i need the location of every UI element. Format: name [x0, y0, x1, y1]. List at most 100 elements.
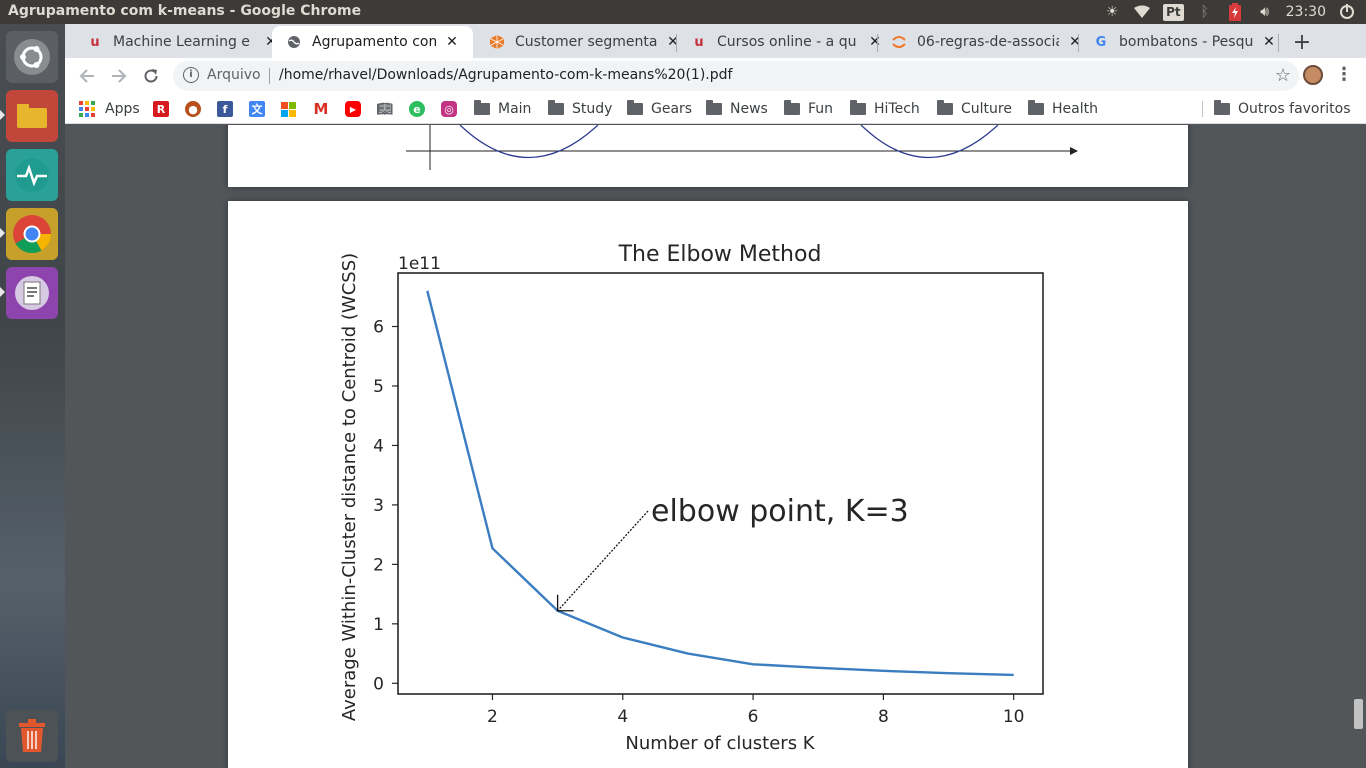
- y-tick-label: 6: [373, 318, 384, 338]
- pulse-icon: [15, 158, 49, 192]
- y-tick-label: 3: [373, 496, 384, 516]
- bookmark-label: Main: [498, 101, 532, 117]
- running-indicator: [0, 287, 5, 297]
- tab-machine-learning[interactable]: u Machine Learning e ✕: [73, 26, 279, 58]
- x-tick-label: 4: [617, 707, 628, 727]
- trash-icon: [19, 719, 45, 752]
- tab-agrupamento[interactable]: Agrupamento com k ✕: [272, 26, 473, 58]
- forward-button[interactable]: [107, 64, 131, 88]
- bookmark-reader[interactable]: 📖︎: [377, 100, 401, 118]
- info-icon[interactable]: i: [183, 67, 199, 83]
- jupyter-icon: [891, 34, 907, 50]
- bookmark-folder-news[interactable]: News: [706, 100, 768, 118]
- url-text[interactable]: /home/rhavel/Downloads/Agrupamento-com-k…: [279, 67, 733, 83]
- reload-button[interactable]: [139, 64, 163, 88]
- running-indicator: [0, 110, 5, 120]
- bookmark-star-icon[interactable]: ☆: [1274, 65, 1291, 86]
- facebook-icon: f: [217, 101, 233, 117]
- close-icon[interactable]: ✕: [265, 34, 277, 50]
- tab-customer-segmentation[interactable]: Customer segmenta ✕: [475, 26, 681, 58]
- bookmark-label: Study: [572, 101, 613, 117]
- close-icon[interactable]: ✕: [1069, 34, 1081, 50]
- chart-title: The Elbow Method: [618, 242, 822, 267]
- bookmark-label: Apps: [105, 101, 140, 117]
- chrome-app-button[interactable]: [6, 208, 58, 260]
- chart-axes: 2 4 6 8 10 0 1 2 3 4 5 6: [373, 272, 1044, 727]
- folder-icon: [17, 104, 47, 128]
- bookmark-instagram[interactable]: ◎: [441, 100, 465, 118]
- bookmark-apps[interactable]: Apps: [79, 100, 140, 118]
- bookmark-folder-culture[interactable]: Culture: [937, 100, 1012, 118]
- bookmark-orange-shortcut[interactable]: ●: [185, 100, 209, 118]
- power-settings-icon[interactable]: [1338, 3, 1356, 21]
- reload-icon: [144, 69, 158, 83]
- clock[interactable]: 23:30: [1285, 4, 1326, 20]
- y-tick-label: 4: [373, 436, 384, 456]
- wifi-icon[interactable]: [1133, 3, 1151, 21]
- bookmark-gmail[interactable]: M: [313, 100, 337, 118]
- pdf-viewer[interactable]: The Elbow Method 1e11 Average Within-Clu…: [65, 125, 1366, 768]
- close-icon[interactable]: ✕: [869, 34, 881, 50]
- battery-icon[interactable]: [1226, 3, 1244, 21]
- bookmark-facebook[interactable]: f: [217, 100, 241, 118]
- arrow-right-icon: [112, 69, 127, 83]
- running-indicator: [0, 228, 5, 238]
- menu-kebab-icon[interactable]: ⋮: [1335, 64, 1353, 85]
- folder-icon: [706, 100, 722, 115]
- trash-button[interactable]: [6, 710, 58, 762]
- system-monitor-button[interactable]: [6, 149, 58, 201]
- bookmark-translate[interactable]: 文: [249, 100, 273, 118]
- bookmark-evernote[interactable]: e: [409, 100, 433, 118]
- pdf-page-current: The Elbow Method 1e11 Average Within-Clu…: [228, 201, 1188, 768]
- bookmark-microsoft[interactable]: [281, 100, 304, 118]
- folder-icon: [474, 100, 490, 115]
- bookmark-youtube[interactable]: ▶: [345, 100, 369, 118]
- bookmark-folder-health[interactable]: Health: [1028, 100, 1098, 118]
- bookmark-folder-fun[interactable]: Fun: [784, 100, 833, 118]
- folder-icon: [548, 100, 564, 115]
- tab-regras-associacao[interactable]: 06-regras-de-associa ✕: [877, 26, 1083, 58]
- bluetooth-icon[interactable]: ᛒ: [1200, 4, 1209, 20]
- pdf-page-previous: [228, 125, 1188, 187]
- bookmarks-bar: Apps R ● f 文 M ▶ 📖︎ e ◎ Main Study Gears…: [65, 94, 1366, 124]
- bookmark-other-favorites[interactable]: Outros favoritos: [1214, 100, 1351, 118]
- bookmark-label: Culture: [961, 101, 1012, 117]
- keyboard-language-indicator[interactable]: Pt: [1163, 3, 1184, 21]
- tab-label: Machine Learning e: [113, 34, 250, 50]
- profile-avatar[interactable]: [1303, 65, 1323, 85]
- folder-icon: [1028, 100, 1044, 115]
- tab-label: Customer segmenta: [515, 34, 657, 50]
- files-app-button[interactable]: [6, 90, 58, 142]
- chart-series: [426, 290, 1014, 677]
- new-tab-button[interactable]: +: [1292, 29, 1312, 55]
- bookmark-r-shortcut[interactable]: R: [153, 100, 177, 118]
- dash-home-button[interactable]: [6, 31, 58, 83]
- brightness-icon[interactable]: ☀: [1105, 4, 1119, 20]
- translate-icon: 文: [249, 101, 265, 117]
- address-bar[interactable]: i Arquivo /home/rhavel/Downloads/Agrupam…: [173, 61, 1299, 91]
- bookmark-folder-hitech[interactable]: HiTech: [850, 100, 920, 118]
- bookmark-label: Fun: [808, 101, 834, 117]
- tab-cursos-online[interactable]: u Cursos online - a qu ✕: [677, 26, 883, 58]
- bookmark-folder-study[interactable]: Study: [548, 100, 612, 118]
- volume-icon[interactable]: 🔊︎: [1260, 4, 1270, 20]
- omnibox-separator: [269, 68, 270, 84]
- elbow-chart: The Elbow Method 1e11 Average Within-Clu…: [339, 242, 1044, 754]
- bookmark-folder-main[interactable]: Main: [474, 100, 531, 118]
- bookmarks-separator: [1202, 101, 1203, 117]
- folder-icon: [1214, 100, 1230, 115]
- bookmark-label: Outros favoritos: [1238, 101, 1351, 117]
- close-icon[interactable]: ✕: [667, 34, 679, 50]
- back-button[interactable]: [75, 64, 99, 88]
- bookmark-label: Gears: [651, 101, 693, 117]
- scrollbar-thumb[interactable]: [1354, 699, 1363, 729]
- tab-strip: u Machine Learning e ✕ Agrupamento com k…: [65, 24, 1366, 58]
- document-viewer-button[interactable]: [6, 267, 58, 319]
- bookmark-label: Health: [1052, 101, 1098, 117]
- close-icon[interactable]: ✕: [446, 34, 458, 50]
- tab-bombatons[interactable]: G bombatons - Pesqui ✕: [1079, 26, 1277, 58]
- x-tick-label: 8: [878, 707, 889, 727]
- bookmark-folder-gears[interactable]: Gears: [627, 100, 692, 118]
- close-icon[interactable]: ✕: [1263, 34, 1275, 50]
- cube-icon: [489, 34, 505, 50]
